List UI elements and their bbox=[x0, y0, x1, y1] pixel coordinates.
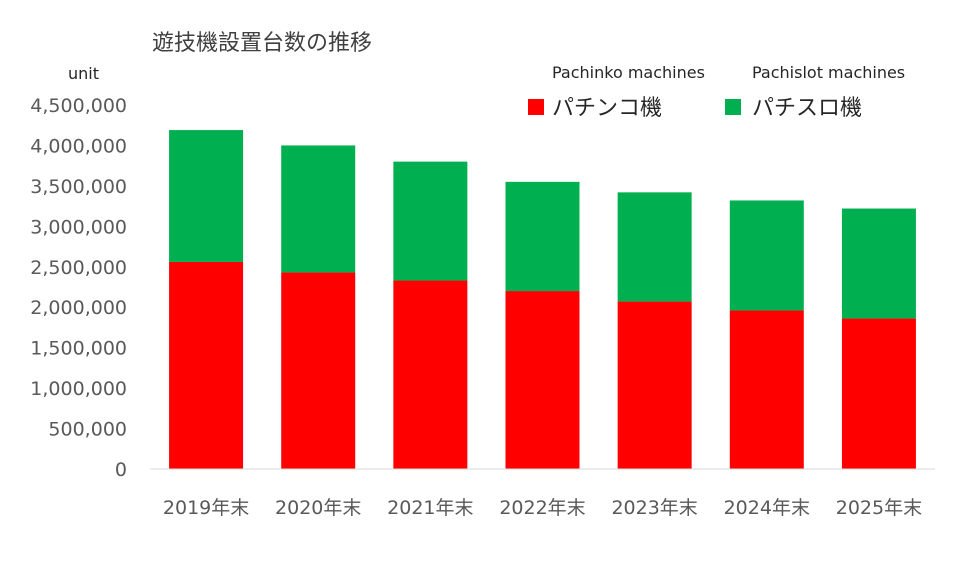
y-axis-ticks: 0 500,000 1,000,000 1,500,000 2,000,000 2,500… bbox=[30, 95, 127, 481]
y-axis-unit-label: unit bbox=[68, 64, 99, 83]
y-tick-label: 1,000,000 bbox=[30, 378, 127, 400]
bar-pachinko bbox=[393, 280, 468, 469]
x-tick-label: 2019年末 bbox=[163, 497, 249, 519]
bars bbox=[169, 130, 916, 469]
legend-pachinko-english-label: Pachinko machines bbox=[552, 63, 705, 82]
bar-pachislot bbox=[729, 200, 804, 311]
bar-pachislot bbox=[841, 208, 916, 319]
bar-pachinko bbox=[505, 291, 580, 469]
bar-pachinko bbox=[281, 272, 356, 469]
x-tick-label: 2024年末 bbox=[724, 497, 810, 519]
bar-pachislot bbox=[393, 161, 468, 281]
legend: Pachinko machines パチンコ機 Pachislot machin… bbox=[528, 63, 905, 121]
y-tick-label: 2,500,000 bbox=[30, 257, 127, 279]
bar-pachislot bbox=[281, 145, 356, 273]
bar-pachislot bbox=[505, 181, 580, 292]
x-tick-label: 2022年末 bbox=[499, 497, 585, 519]
y-tick-label: 4,000,000 bbox=[30, 135, 127, 157]
y-tick-label: 0 bbox=[115, 459, 127, 481]
x-tick-label: 2021年末 bbox=[387, 497, 473, 519]
bar-pachinko bbox=[841, 318, 916, 469]
bar-pachislot bbox=[169, 130, 244, 262]
legend-pachislot-english-label: Pachislot machines bbox=[752, 63, 905, 82]
legend-pachinko-swatch bbox=[528, 99, 544, 115]
chart-title: 遊技機設置台数の推移 bbox=[152, 31, 372, 56]
bar-pachinko bbox=[169, 261, 244, 469]
y-tick-label: 3,000,000 bbox=[30, 216, 127, 238]
y-tick-label: 3,500,000 bbox=[30, 176, 127, 198]
legend-pachislot-label: パチスロ機 bbox=[752, 96, 862, 121]
bar-pachinko bbox=[617, 301, 692, 469]
legend-pachinko-label: パチンコ機 bbox=[552, 96, 662, 121]
y-tick-label: 4,500,000 bbox=[30, 95, 127, 117]
x-axis-ticks: 2019年末 2020年末 2021年末 2022年末 2023年末 2024年末 2025… bbox=[163, 497, 922, 519]
x-tick-label: 2020年末 bbox=[275, 497, 361, 519]
y-tick-label: 500,000 bbox=[48, 419, 127, 441]
bar-pachislot bbox=[617, 192, 692, 302]
bar-pachinko bbox=[729, 310, 804, 469]
x-tick-label: 2025年末 bbox=[836, 497, 922, 519]
y-tick-label: 1,500,000 bbox=[30, 338, 127, 360]
legend-pachislot-swatch bbox=[725, 99, 741, 115]
x-tick-label: 2023年末 bbox=[611, 497, 697, 519]
y-tick-label: 2,000,000 bbox=[30, 297, 127, 319]
